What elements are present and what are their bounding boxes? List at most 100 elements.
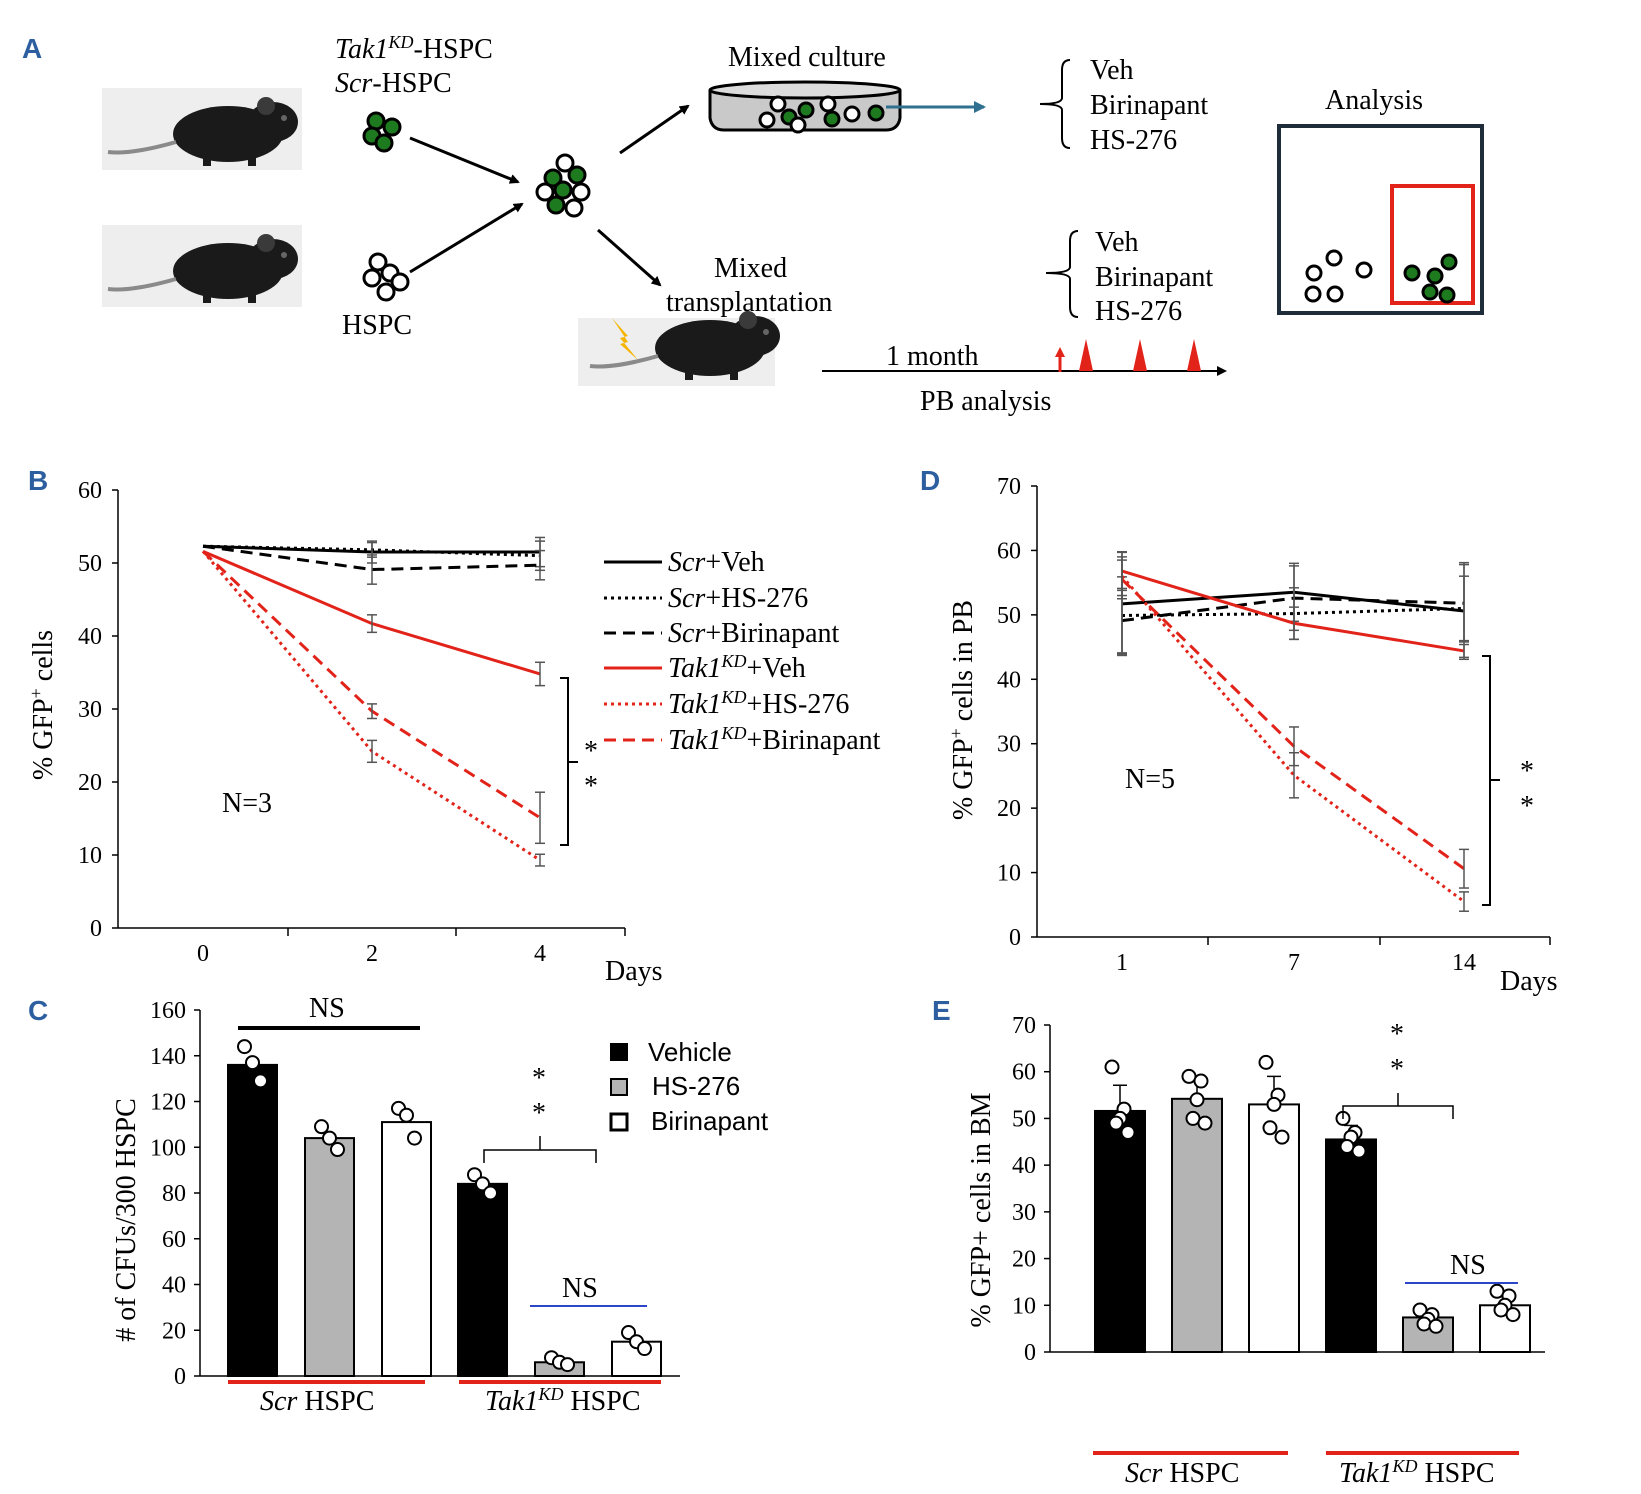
gfp-cell-cluster	[362, 111, 402, 153]
data-point	[483, 1185, 498, 1201]
panel-b-sig-star-2: *	[584, 771, 598, 802]
panel-b-sig-star-1: *	[584, 736, 598, 767]
y-tick-label: 30	[1012, 1200, 1036, 1226]
panel-b-sig-bracket	[560, 677, 578, 846]
data-point	[637, 1341, 652, 1357]
hspc-label: HSPC	[342, 310, 412, 341]
y-tick-label: 40	[997, 667, 1021, 693]
treatment-marker-1	[1079, 339, 1093, 371]
data-point	[237, 1039, 252, 1055]
panel-c-letter: C	[28, 995, 48, 1026]
panel-d: D 0 10 20 30 40 50 60 70 1 7 14 % GFP+ cells in PB…	[920, 465, 1558, 997]
culture-dish	[708, 80, 902, 134]
timeline-label: 1 month	[886, 341, 979, 372]
data-point	[1104, 1059, 1120, 1075]
series-line-scr-hs-276	[1121, 606, 1465, 618]
panel-b-plot	[201, 536, 545, 867]
legend-label-tak1-birinapant: Tak1KD+Birinapant	[668, 723, 881, 756]
y-tick-label: 70	[997, 474, 1021, 500]
culture-treatment-hs276: HS-276	[1090, 125, 1177, 156]
panel-e-group1-label: Scr HSPC	[1125, 1458, 1239, 1489]
culture-brace	[1039, 59, 1071, 149]
panel-c-plot	[227, 1039, 662, 1378]
y-tick-label: 60	[78, 478, 102, 504]
analysis-label: Analysis	[1325, 85, 1423, 116]
panel-d-letter: D	[920, 465, 940, 496]
legend-label-birinapant: Birinapant	[651, 1106, 769, 1136]
transplant-treatment-birinapant: Birinapant	[1095, 262, 1213, 293]
legend-swatch-vehicle	[610, 1043, 628, 1061]
bar-vehicle-scr-hspc	[1094, 1109, 1146, 1354]
mouse-image-1	[102, 88, 302, 170]
panel-e-sig-star-1: *	[1390, 1019, 1404, 1050]
bar-hs-276-scr-hspc	[1171, 1097, 1223, 1354]
series-line-tak1kd-birinapant	[201, 550, 541, 820]
x-tick-label: 7	[1288, 950, 1300, 976]
panel-e-ns: NS	[1450, 1250, 1486, 1281]
data-point	[322, 1130, 337, 1146]
analysis-box	[1277, 124, 1484, 315]
treatment-marker-3	[1187, 339, 1201, 371]
legend-label-scr-veh: Scr+Veh	[668, 547, 765, 578]
culture-treatment-veh: Veh	[1090, 55, 1134, 86]
y-tick-label: 20	[1012, 1247, 1036, 1273]
y-tick-label: 40	[162, 1273, 186, 1299]
data-point	[253, 1073, 268, 1089]
data-point	[399, 1107, 414, 1123]
y-tick-label: 50	[997, 603, 1021, 629]
y-tick-label: 100	[150, 1135, 186, 1161]
mixed-culture-label: Mixed culture	[728, 42, 886, 73]
panel-e-sig-bracket	[1342, 1093, 1454, 1119]
y-tick-label: 20	[162, 1318, 186, 1344]
transplant-treatment-veh: Veh	[1095, 227, 1139, 258]
legend-label-vehicle: Vehicle	[648, 1037, 732, 1067]
gfp-gate-box	[1390, 184, 1475, 305]
panel-d-sig-star-2: *	[1520, 791, 1534, 822]
tak1-hspc-label: Tak1KD-HSPC	[335, 32, 493, 65]
y-tick-label: 10	[997, 861, 1021, 887]
data-point	[467, 1167, 482, 1183]
panel-c-ns-top: NS	[309, 993, 345, 1024]
panel-e-ylabel: % GFP+ cells in BM	[966, 1092, 997, 1327]
y-tick-label: 60	[1012, 1060, 1036, 1086]
data-point	[1505, 1307, 1521, 1323]
y-tick-label: 40	[78, 624, 102, 650]
panel-d-sig-bracket	[1482, 655, 1500, 906]
arrow-to-transplant	[597, 228, 662, 287]
data-point	[1193, 1073, 1209, 1089]
panel-e-letter: E	[932, 995, 951, 1026]
y-tick-label: 30	[78, 697, 102, 723]
analysis-gfp-cells	[1403, 253, 1458, 304]
legend-swatch-hs276	[610, 1078, 628, 1096]
y-tick-label: 60	[162, 1227, 186, 1253]
y-tick-label: 40	[1012, 1153, 1036, 1179]
panel-c-ns-bottom: NS	[562, 1273, 598, 1304]
data-point	[560, 1357, 575, 1373]
bar-vehicle-tak1kd-hspc	[457, 1182, 508, 1377]
bar-vehicle-scr-hspc	[227, 1063, 278, 1378]
y-tick-label: 10	[1012, 1293, 1036, 1319]
bar-vehicle-tak1kd-hspc	[1325, 1138, 1377, 1353]
legend-label-hs276: HS-276	[652, 1071, 740, 1101]
panel-c-axes: 0 20 40 60 80 100 120 140 160	[150, 998, 680, 1390]
arrow-to-culture	[619, 104, 690, 155]
panel-e-sig-star-2: *	[1390, 1054, 1404, 1085]
data-point	[1120, 1124, 1136, 1140]
transplant-treatment-hs276: HS-276	[1095, 296, 1182, 327]
x-tick-label: 1	[1116, 950, 1128, 976]
mouse-image-3	[578, 309, 782, 386]
data-point	[1189, 1092, 1205, 1108]
y-tick-label: 30	[997, 732, 1021, 758]
y-tick-label: 20	[997, 796, 1021, 822]
data-point	[621, 1325, 636, 1341]
panel-a: A Tak1KD-HSPC Scr-HSPC HSPC	[22, 32, 1484, 417]
panel-d-axes: 0 10 20 30 40 50 60 70 1 7 14	[997, 474, 1551, 976]
data-point	[314, 1119, 329, 1135]
data-point	[407, 1130, 422, 1146]
y-tick-label: 70	[1012, 1013, 1036, 1039]
legend-swatch-birinapant	[609, 1112, 629, 1132]
data-point	[1108, 1115, 1124, 1131]
data-point	[1197, 1115, 1213, 1131]
y-tick-label: 0	[174, 1364, 186, 1390]
